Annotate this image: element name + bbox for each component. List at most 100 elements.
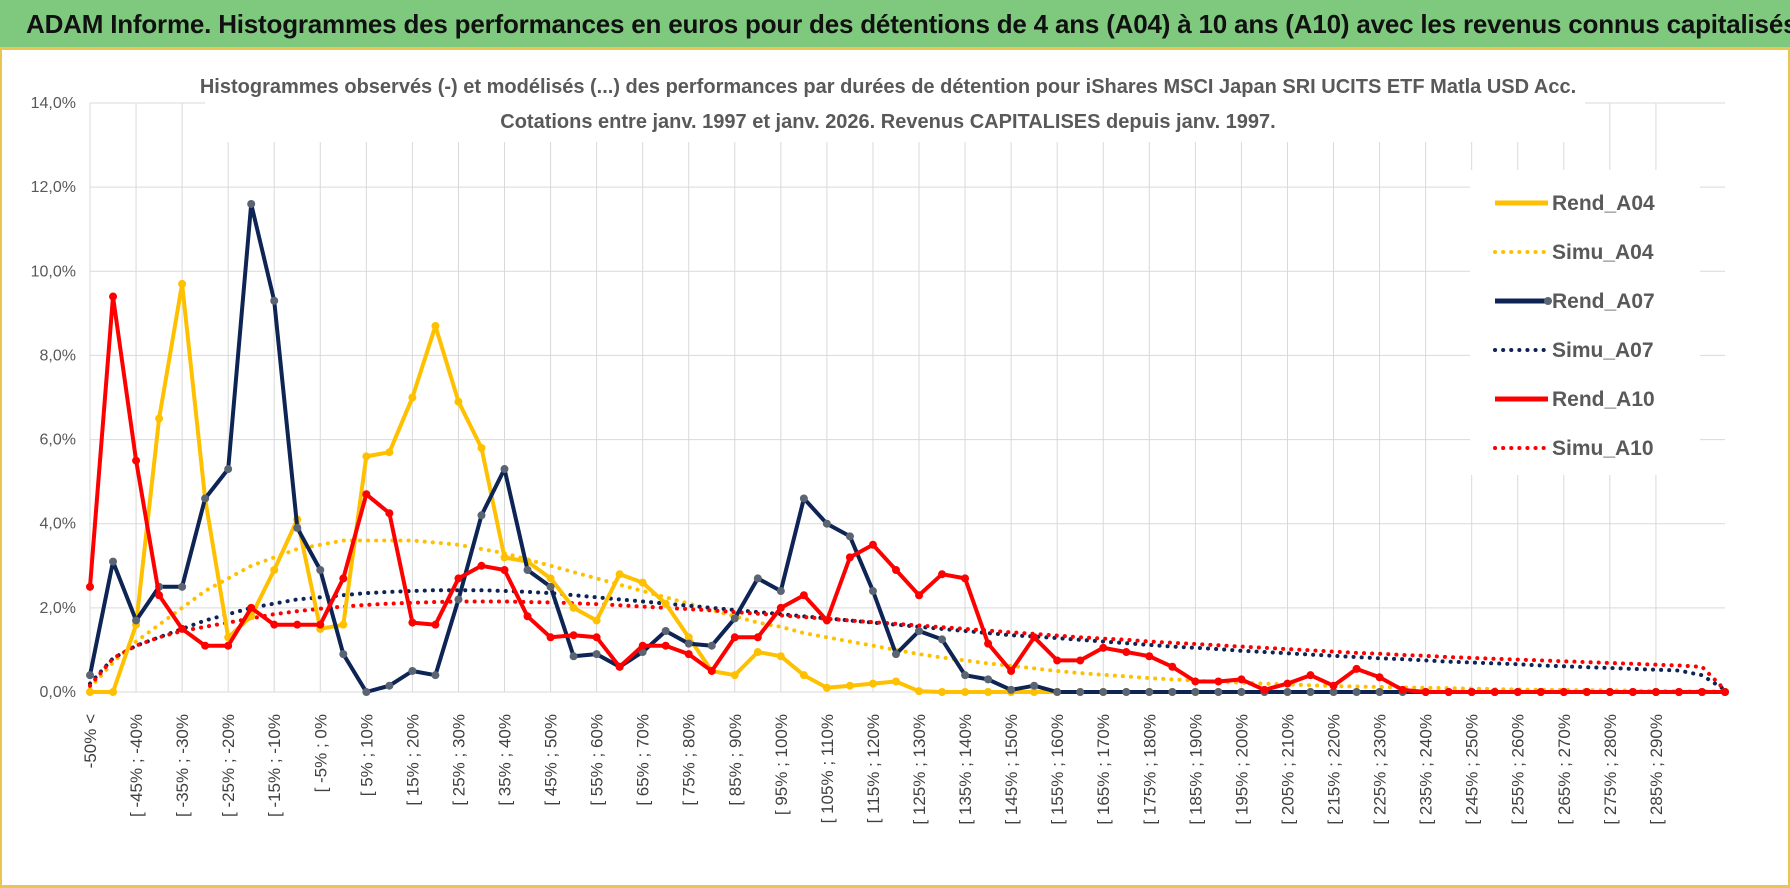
data-point-rend_a10 [385, 509, 394, 518]
data-point-rend_a04 [984, 688, 993, 696]
x-tick-label: [ 245% ; 250% [1463, 714, 1482, 825]
series-line-simu_a04 [88, 538, 1727, 694]
data-point-rend_a10 [132, 456, 141, 465]
data-point-rend_a07 [592, 650, 601, 659]
legend-label-rend_a04: Rend_A04 [1552, 192, 1655, 215]
legend-label-rend_a07: Rend_A07 [1552, 290, 1655, 313]
data-point-rend_a07 [1145, 688, 1154, 696]
data-point-rend_a10 [592, 633, 601, 642]
data-point-rend_a10 [1329, 681, 1338, 690]
x-tick-label: [ 85% ; 90% [726, 714, 745, 806]
data-point-rend_a07 [1076, 688, 1085, 696]
data-point-rend_a10 [1145, 652, 1154, 661]
data-point-rend_a10 [684, 650, 693, 659]
data-point-rend_a10 [1214, 677, 1223, 686]
x-tick-label: [ -25% ; -20% [219, 714, 238, 817]
data-point-rend_a10 [661, 641, 670, 650]
data-point-rend_a10 [1398, 685, 1407, 694]
data-point-rend_a10 [730, 633, 739, 642]
data-point-rend_a07 [915, 626, 924, 635]
data-point-rend_a10 [1260, 685, 1269, 694]
data-point-rend_a10 [1007, 666, 1016, 675]
data-point-rend_a07 [500, 465, 509, 474]
data-point-rend_a07 [132, 616, 141, 625]
data-point-rend_a07 [454, 595, 463, 604]
data-point-rend_a07 [684, 639, 693, 648]
data-point-rend_a04 [891, 677, 900, 686]
data-point-rend_a10 [1306, 671, 1315, 680]
x-tick-label: [ 225% ; 230% [1371, 714, 1390, 825]
x-tick-label: [ 135% ; 140% [956, 714, 975, 825]
data-point-rend_a07 [753, 574, 762, 583]
y-axis: 0,0% 2,0% 4,0% 6,0% 8,0% 10,0% 12,0% 14,0% [31, 95, 76, 701]
data-point-rend_a07 [1099, 688, 1108, 696]
x-tick-label: [ 125% ; 130% [910, 714, 929, 825]
legend: Rend_A04 Simu_A04 Rend_A07 Simu_A07 Rend_A10… [1493, 192, 1655, 460]
data-point-rend_a07 [1283, 688, 1292, 696]
x-tick-label: [ 205% ; 210% [1278, 714, 1297, 825]
data-point-rend_a07 [1168, 688, 1177, 696]
data-point-rend_a10 [1168, 662, 1177, 671]
data-point-rend_a04 [431, 321, 440, 330]
x-tick-label: [ 215% ; 220% [1325, 714, 1344, 825]
data-point-rend_a04 [845, 681, 854, 690]
data-point-rend_a10 [569, 631, 578, 640]
data-point-rend_a10 [500, 565, 509, 574]
data-point-rend_a10 [799, 591, 808, 600]
x-tick-label: [ 35% ; 40% [496, 714, 515, 806]
data-point-rend_a07 [891, 650, 900, 659]
banner-title: ADAM Informe. Histogrammes des performan… [26, 9, 1790, 39]
data-point-rend_a04 [592, 616, 601, 625]
data-point-rend_a10 [1651, 688, 1660, 696]
data-point-rend_a04 [86, 688, 94, 696]
x-tick-label: [ 95% ; 100% [772, 714, 791, 815]
data-point-rend_a04 [915, 687, 924, 696]
data-point-rend_a07 [224, 465, 233, 474]
data-point-rend_a07 [822, 519, 831, 528]
data-point-rend_a10 [477, 561, 486, 570]
data-point-rend_a07 [845, 532, 854, 541]
title-background [205, 62, 1585, 142]
x-tick-label: [ 165% ; 170% [1094, 714, 1113, 825]
data-point-rend_a10 [707, 666, 716, 675]
data-point-rend_a10 [431, 620, 440, 629]
data-point-rend_a10 [615, 662, 624, 671]
x-tick-label: [ 255% ; 260% [1509, 714, 1528, 825]
data-point-rend_a10 [546, 633, 555, 642]
data-point-rend_a10 [638, 641, 647, 650]
x-tick-label: [ -5% ; 0% [311, 714, 330, 792]
data-point-rend_a10 [961, 574, 970, 583]
data-point-rend_a04 [661, 599, 670, 608]
data-point-rend_a07 [1214, 688, 1223, 696]
data-point-rend_a07 [178, 582, 187, 591]
data-point-rend_a10 [1030, 633, 1039, 642]
x-tick-label: [ 145% ; 150% [1002, 714, 1021, 825]
data-point-rend_a07 [984, 675, 993, 684]
data-point-rend_a10 [1053, 656, 1062, 665]
x-axis: -50% < [ -45% ; -40% [ -35% ; -30% [ -25% ;… [81, 714, 1666, 825]
data-point-rend_a07 [868, 587, 877, 596]
data-point-rend_a07 [431, 671, 440, 680]
data-point-rend_a07 [546, 582, 555, 591]
data-point-rend_a04 [822, 683, 831, 692]
data-point-rend_a07 [961, 671, 970, 680]
x-tick-label: [ 235% ; 240% [1417, 714, 1436, 825]
data-point-rend_a04 [569, 603, 578, 612]
data-point-rend_a04 [1030, 688, 1039, 696]
data-point-rend_a07 [339, 650, 348, 659]
data-point-rend_a04 [477, 443, 486, 452]
y-tick-label: 6,0% [40, 432, 76, 449]
data-point-rend_a10 [1697, 688, 1706, 696]
data-point-rend_a04 [155, 414, 164, 423]
series-group [86, 199, 1729, 696]
x-tick-label: [ 105% ; 110% [818, 714, 837, 823]
data-point-rend_a10 [408, 618, 417, 627]
data-point-rend_a10 [1582, 688, 1591, 696]
legend-label-rend_a10: Rend_A10 [1552, 388, 1655, 411]
data-point-rend_a07 [1007, 685, 1016, 694]
chart-subtitle: Cotations entre janv. 1997 et janv. 2026… [500, 111, 1275, 133]
data-point-rend_a04 [799, 671, 808, 680]
data-point-rend_a10 [1513, 688, 1522, 696]
data-point-rend_a07 [938, 635, 947, 644]
